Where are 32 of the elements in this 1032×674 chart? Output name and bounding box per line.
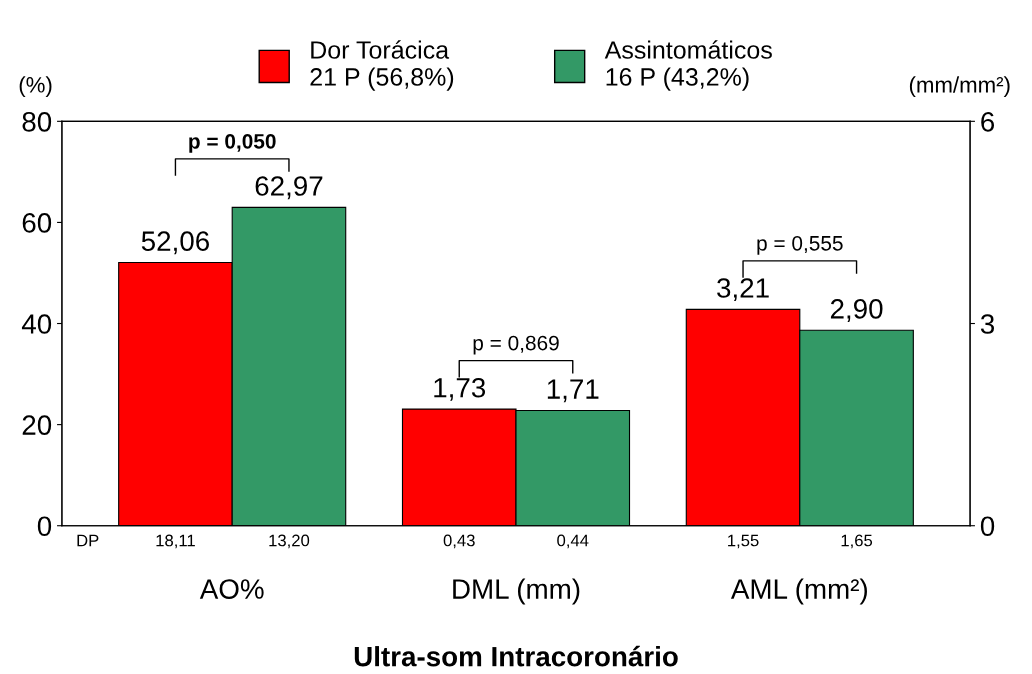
text: 0,43	[443, 534, 475, 549]
legend-label: Assintomáticos 16 P (43,2%)	[604, 40, 772, 91]
annotation: p = 0,555	[757, 235, 843, 255]
text: 0,44	[557, 534, 589, 549]
y2-axis-title: (mm/mm²)	[909, 76, 1010, 98]
data-label: 3,21	[717, 278, 769, 302]
y2-tick-label: 0	[980, 516, 995, 537]
y-tick-label: 0	[37, 516, 52, 537]
text: 1,55	[728, 534, 759, 549]
y-tick-label: 80	[22, 111, 52, 132]
x-tick-label: DML (mm)	[453, 578, 580, 605]
y2-tick-label: 3	[980, 314, 995, 334]
y-tick-label: 20	[22, 415, 52, 435]
data-label: 2,90	[830, 299, 883, 322]
y2-tick-label: 6	[981, 111, 995, 132]
annotation: p = 0,050	[189, 133, 276, 153]
annotation: p = 0,869	[473, 335, 559, 355]
y-axis-title: (%)	[19, 76, 52, 98]
data-label: 62,97	[255, 176, 323, 200]
text: 13,20	[269, 534, 310, 549]
x-tick-label: AML (mm²)	[730, 578, 867, 605]
data-label: 1,73	[434, 377, 486, 401]
data-label: 1,71	[547, 379, 599, 403]
text: DP	[77, 534, 99, 547]
data-label: 52,06	[141, 231, 209, 255]
text: 1,65	[841, 534, 873, 549]
y-tick-label: 40	[21, 314, 52, 334]
y-tick-label: 60	[22, 213, 52, 233]
x-axis-title: Ultra-som Intracoronário	[354, 645, 678, 667]
legend-label: Dor Torácica 21 P (56,8%)	[310, 40, 454, 91]
text: 18,11	[156, 534, 195, 549]
x-tick-label: AO%	[199, 579, 264, 599]
